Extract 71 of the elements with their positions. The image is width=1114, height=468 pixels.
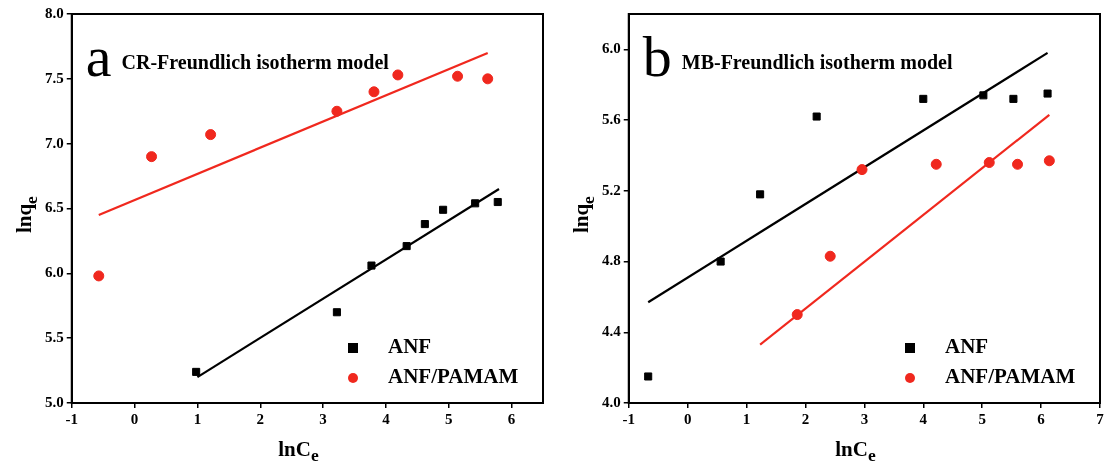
point [452, 70, 464, 82]
legend-label: ANF/PAMAM [945, 364, 1076, 389]
point [420, 220, 429, 229]
x-tick-label: 4 [919, 410, 928, 427]
point [983, 157, 995, 169]
point [192, 367, 201, 376]
point [493, 197, 502, 207]
x-tick-label: -1 [622, 410, 635, 427]
text: MB-Freundlich isotherm model [681, 51, 953, 73]
point [93, 270, 105, 282]
y-tick-label: 5.2 [602, 181, 621, 198]
point [824, 250, 836, 262]
point [332, 308, 341, 317]
point [471, 199, 480, 208]
point [331, 105, 343, 117]
y-tick-label: 6.0 [602, 40, 621, 57]
point [716, 257, 725, 266]
x-tick-label: 5 [978, 410, 986, 427]
legend-label: ANF [945, 334, 989, 359]
point [644, 372, 653, 381]
x-tick-label: 1 [742, 410, 751, 427]
point [791, 309, 803, 321]
x-tick-label: 0 [683, 410, 692, 427]
point [482, 73, 494, 85]
point [402, 242, 411, 251]
point [439, 205, 448, 214]
annotation: a [85, 24, 112, 89]
y-tick-label: 8.0 [45, 4, 64, 21]
x-tick-label: 1 [193, 410, 202, 427]
point [205, 129, 217, 141]
y-tick-label: 7.5 [45, 69, 64, 86]
point [146, 151, 158, 163]
point [368, 86, 380, 98]
point [812, 112, 821, 121]
x-tick-label: 4 [382, 410, 391, 427]
point [1043, 89, 1052, 98]
x-tick-label: 6 [507, 410, 516, 427]
x-axis-title: lnC$_{e}$ [834, 436, 877, 466]
y-tick-label: 5.0 [45, 393, 64, 410]
y-tick-label: 5.5 [45, 329, 64, 346]
x-tick-label: 3 [860, 410, 869, 427]
x-tick-label: 5 [445, 410, 453, 427]
x-tick-label: -1 [65, 410, 78, 427]
point [756, 190, 765, 199]
y-tick-label: 5.6 [602, 110, 622, 127]
x-tick-label: 2 [256, 410, 264, 427]
point [856, 164, 868, 176]
x-tick-label: 2 [801, 410, 810, 427]
x-tick-label: 3 [319, 410, 327, 427]
legend-label: ANF/PAMAM [388, 364, 519, 389]
y-tick-label: 4.4 [602, 323, 622, 340]
x-tick-label: 6 [1037, 410, 1046, 427]
point [979, 91, 988, 100]
y-tick-label: 4.0 [602, 393, 621, 410]
y-tick-label: 7.0 [45, 134, 64, 151]
point [1012, 158, 1024, 170]
point [919, 94, 928, 103]
y-tick-label: 6.5 [45, 199, 64, 216]
x-axis-title: lnC$_{e}$ [277, 436, 320, 466]
y-tick-label: 4.8 [602, 252, 621, 269]
x-tick-label: 0 [130, 410, 139, 427]
point [1043, 155, 1055, 167]
point [367, 261, 376, 270]
point [392, 69, 404, 81]
x-tick-label: 7 [1096, 410, 1105, 427]
annotation: b [642, 24, 672, 89]
y-tick-label: 6.0 [45, 264, 64, 281]
point [1009, 94, 1018, 103]
point [930, 158, 942, 170]
text: CR-Freundlich isotherm model [121, 51, 390, 73]
legend-label: ANF [388, 334, 432, 359]
